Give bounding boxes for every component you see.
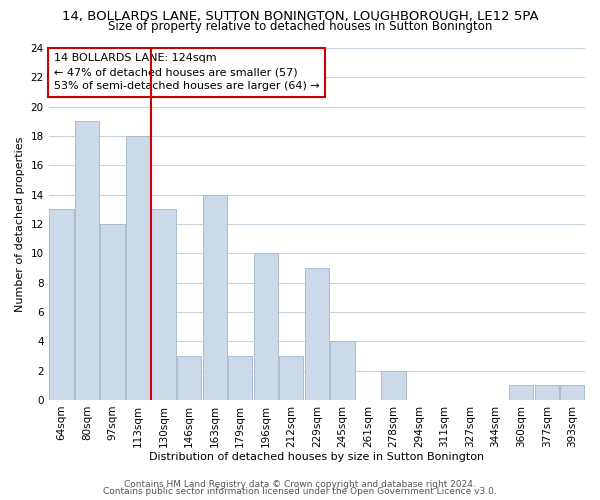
Text: Size of property relative to detached houses in Sutton Bonington: Size of property relative to detached ho… [108, 20, 492, 33]
Bar [560, 386, 584, 400]
Text: 14 BOLLARDS LANE: 124sqm
← 47% of detached houses are smaller (57)
53% of semi-d: 14 BOLLARDS LANE: 124sqm ← 47% of detach… [54, 54, 320, 92]
Bar [305, 268, 329, 400]
Bar [382, 370, 406, 400]
Bar [75, 122, 99, 400]
Bar [100, 224, 125, 400]
Bar [177, 356, 201, 400]
Text: Contains public sector information licensed under the Open Government Licence v3: Contains public sector information licen… [103, 487, 497, 496]
Bar [151, 210, 176, 400]
Text: 14, BOLLARDS LANE, SUTTON BONINGTON, LOUGHBOROUGH, LE12 5PA: 14, BOLLARDS LANE, SUTTON BONINGTON, LOU… [62, 10, 538, 23]
X-axis label: Distribution of detached houses by size in Sutton Bonington: Distribution of detached houses by size … [149, 452, 484, 462]
Bar [254, 254, 278, 400]
Bar [330, 342, 355, 400]
Text: Contains HM Land Registry data © Crown copyright and database right 2024.: Contains HM Land Registry data © Crown c… [124, 480, 476, 489]
Bar [509, 386, 533, 400]
Bar [228, 356, 253, 400]
Bar [126, 136, 150, 400]
Bar [49, 210, 74, 400]
Bar [535, 386, 559, 400]
Bar [279, 356, 304, 400]
Y-axis label: Number of detached properties: Number of detached properties [15, 136, 25, 312]
Bar [203, 194, 227, 400]
